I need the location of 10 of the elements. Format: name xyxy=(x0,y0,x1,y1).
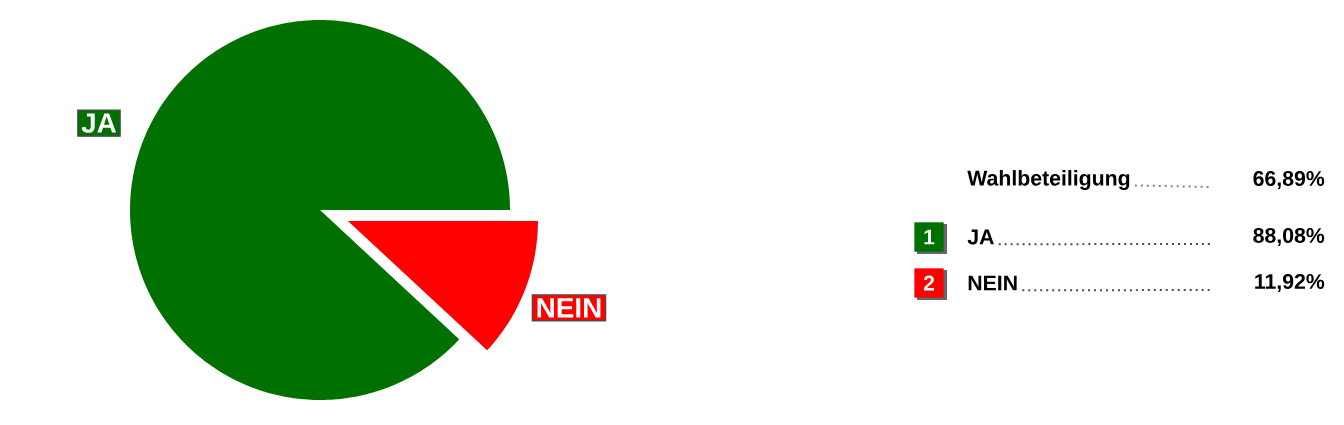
text: 1 xyxy=(924,229,935,245)
legend-label: NEIN xyxy=(968,275,1017,291)
data-label: 11,92% xyxy=(1255,273,1325,293)
text: 2 xyxy=(923,275,935,291)
legend-label: JA xyxy=(967,229,994,245)
text: 66,89% xyxy=(1253,170,1325,190)
text: Wahlbeteiligung xyxy=(967,170,1130,190)
data-label: 88,08% xyxy=(1253,227,1325,247)
slice-label: JA xyxy=(81,113,117,133)
slice-label: NEIN xyxy=(537,298,601,318)
